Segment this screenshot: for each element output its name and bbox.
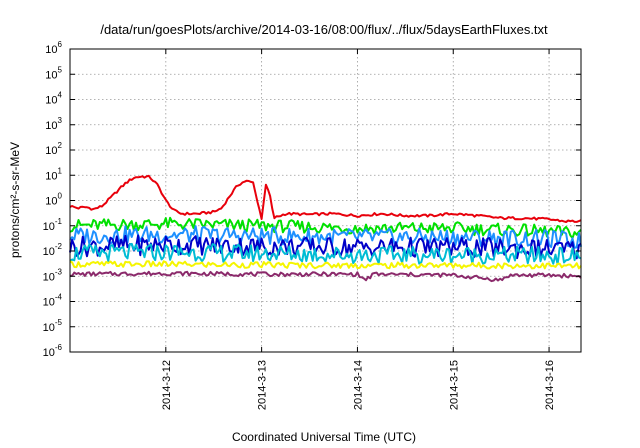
y-tick-label: 10-2 <box>43 242 63 258</box>
series-line <box>69 174 582 223</box>
y-tick-label: 101 <box>45 166 62 182</box>
x-axis-label: Coordinated Universal Time (UTC) <box>232 430 416 444</box>
y-tick-label: 106 <box>45 40 62 56</box>
x-tick-label: 2014-3-14 <box>352 360 364 410</box>
y-axis-label: protons/cm²-s-sr-MeV <box>8 142 22 258</box>
y-tick-label: 100 <box>45 192 62 208</box>
y-tick-label: 102 <box>45 141 62 157</box>
data-series <box>69 174 582 283</box>
series-line <box>70 270 582 283</box>
y-tick-label: 10-3 <box>43 267 63 283</box>
y-tick-label: 103 <box>45 116 62 132</box>
y-tick-label: 10-1 <box>43 217 63 233</box>
x-axis: 2014-3-12 2014-3-13 2014-3-14 2014-3-15 2014… <box>161 49 556 410</box>
x-tick-label: 2014-3-13 <box>257 360 269 410</box>
grid-lines <box>70 49 581 352</box>
x-tick-label: 2014-3-16 <box>544 360 556 410</box>
y-tick-label: 10-6 <box>43 343 63 359</box>
y-axis: 10-6 10-5 10-4 10-3 10-2 10-1 100 101 102 103 104 1… <box>43 40 581 359</box>
series-line <box>69 242 582 266</box>
x-tick-label: 2014-3-12 <box>161 360 173 410</box>
chart-title: /data/run/goesPlots/archive/2014-03-16/0… <box>100 22 548 37</box>
series-line <box>69 216 582 240</box>
x-tick-label: 2014-3-15 <box>448 360 460 410</box>
series-line <box>69 234 582 260</box>
y-tick-label: 10-4 <box>43 293 63 309</box>
y-tick-label: 104 <box>45 91 62 107</box>
y-tick-label: 10-5 <box>43 318 63 334</box>
series-line <box>69 260 582 270</box>
y-tick-label: 105 <box>45 65 62 81</box>
